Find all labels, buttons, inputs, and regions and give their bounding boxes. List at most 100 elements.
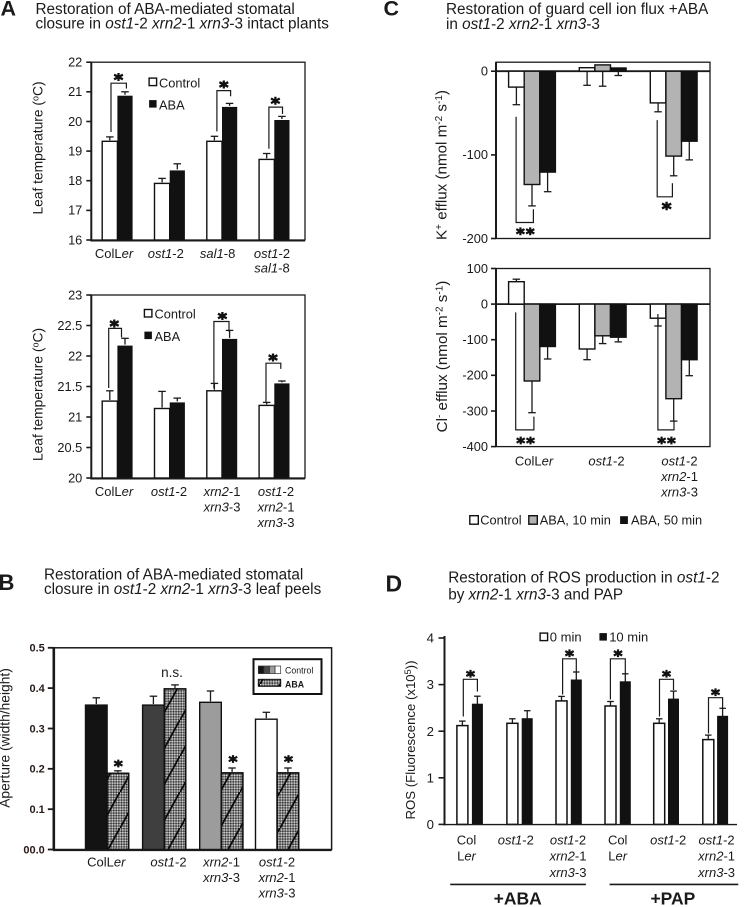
svg-text:D: D xyxy=(386,571,403,597)
svg-text:ost1-2: ost1-2 xyxy=(588,453,624,468)
svg-text:xrn2-1: xrn2-1 xyxy=(258,870,296,885)
svg-text:xrn3-3: xrn3-3 xyxy=(203,499,241,514)
svg-text:K+ efflux (nmol m-2 s-1): K+ efflux (nmol m-2 s-1) xyxy=(434,90,451,240)
svg-text:0 min: 0 min xyxy=(550,630,582,645)
svg-text:ColLer: ColLer xyxy=(95,484,134,499)
svg-text:ost1-2: ost1-2 xyxy=(550,832,586,847)
svg-text:20: 20 xyxy=(68,470,82,485)
svg-text:20: 20 xyxy=(68,114,82,129)
svg-text:0.1: 0.1 xyxy=(30,804,45,816)
svg-text:in ost1-2 xrn2-1 xrn3-3: in ost1-2 xrn2-1 xrn3-3 xyxy=(446,16,600,33)
svg-text:Control: Control xyxy=(155,307,196,322)
svg-text:Restoration of ROS production: Restoration of ROS production in ost1-2 xyxy=(448,570,719,587)
svg-text:C: C xyxy=(384,0,400,20)
svg-text:ost1-2: ost1-2 xyxy=(150,855,186,870)
svg-text:0: 0 xyxy=(427,817,434,832)
svg-text:ost1-2: ost1-2 xyxy=(699,832,735,847)
svg-text:ost1-2: ost1-2 xyxy=(259,855,295,870)
svg-text:ABA: ABA xyxy=(155,329,181,344)
svg-text:18: 18 xyxy=(68,173,82,188)
svg-text:closure in ost1-2 xrn2-1 xrn3-: closure in ost1-2 xrn2-1 xrn3-3 leaf pee… xyxy=(44,581,322,598)
svg-text:B: B xyxy=(0,570,14,595)
svg-text:-100: -100 xyxy=(462,332,488,347)
svg-text:xrn3-3: xrn3-3 xyxy=(697,865,735,880)
svg-text:xrn3-3: xrn3-3 xyxy=(660,485,698,500)
svg-text:Ler: Ler xyxy=(608,849,627,864)
svg-text:Leaf temperature (oC): Leaf temperature (oC) xyxy=(30,81,45,214)
svg-text:0: 0 xyxy=(481,296,488,311)
svg-text:ColLer: ColLer xyxy=(515,453,554,468)
svg-text:16: 16 xyxy=(68,232,82,247)
svg-text:+ABA: +ABA xyxy=(494,889,542,907)
svg-text:ABA: ABA xyxy=(285,680,305,690)
svg-text:ost1-2: ost1-2 xyxy=(254,246,290,261)
svg-text:n.s.: n.s. xyxy=(161,665,183,680)
svg-text:21: 21 xyxy=(68,84,82,99)
svg-text:xrn3-3: xrn3-3 xyxy=(202,870,240,885)
svg-text:ost1-2: ost1-2 xyxy=(151,484,187,499)
svg-text:-400: -400 xyxy=(462,439,488,454)
svg-text:xrn2-1: xrn2-1 xyxy=(257,499,295,514)
svg-text:0.2: 0.2 xyxy=(30,764,45,776)
svg-text:ost1-2: ost1-2 xyxy=(148,246,184,261)
svg-text:ost1-2: ost1-2 xyxy=(258,484,294,499)
svg-text:Control: Control xyxy=(480,513,521,528)
svg-text:2: 2 xyxy=(427,724,434,739)
svg-text:xrn2-1: xrn2-1 xyxy=(549,849,587,864)
svg-text:xrn2-1: xrn2-1 xyxy=(660,469,698,484)
svg-text:ost1-2: ost1-2 xyxy=(498,832,534,847)
svg-text:20.5: 20.5 xyxy=(57,440,82,455)
svg-text:+PAP: +PAP xyxy=(650,889,695,907)
svg-text:ost1-2: ost1-2 xyxy=(661,453,697,468)
svg-text:xrn3-3: xrn3-3 xyxy=(257,515,295,530)
svg-text:4: 4 xyxy=(427,631,434,646)
svg-text:22: 22 xyxy=(68,55,82,70)
svg-text:0.4: 0.4 xyxy=(30,683,46,695)
svg-text:Restoration of ABA-mediated st: Restoration of ABA-mediated stomatal xyxy=(44,566,303,583)
svg-text:0.3: 0.3 xyxy=(30,723,45,735)
svg-text:Aperture (width/height): Aperture (width/height) xyxy=(0,668,13,808)
svg-text:ColLer: ColLer xyxy=(87,855,126,870)
svg-text:Col: Col xyxy=(457,832,477,847)
svg-text:10 min: 10 min xyxy=(609,630,648,645)
svg-text:xrn3-3: xrn3-3 xyxy=(549,865,587,880)
svg-text:-300: -300 xyxy=(462,403,488,418)
svg-text:Leaf temperature (oC): Leaf temperature (oC) xyxy=(30,328,45,461)
svg-text:Ler: Ler xyxy=(457,849,476,864)
svg-text:Control: Control xyxy=(285,666,313,676)
svg-text:100: 100 xyxy=(467,261,488,276)
svg-text:ABA, 50 min: ABA, 50 min xyxy=(631,513,702,528)
svg-text:ColLer: ColLer xyxy=(95,246,134,261)
svg-text:xrn3-3: xrn3-3 xyxy=(258,886,296,901)
svg-text:21: 21 xyxy=(68,409,82,424)
svg-text:-200: -200 xyxy=(462,231,488,246)
svg-text:22: 22 xyxy=(68,348,82,363)
svg-text:-100: -100 xyxy=(462,147,488,162)
svg-text:by xrn2-1 xrn3-3 and PAP: by xrn2-1 xrn3-3 and PAP xyxy=(448,587,623,604)
svg-text:22.5: 22.5 xyxy=(57,318,82,333)
svg-text:A: A xyxy=(1,0,17,20)
svg-text:3: 3 xyxy=(427,677,434,692)
svg-text:Restoration of ABA-mediated st: Restoration of ABA-mediated stomatal xyxy=(36,1,295,18)
svg-text:1: 1 xyxy=(427,770,434,785)
svg-text:17: 17 xyxy=(68,203,82,218)
svg-text:00.0: 00.0 xyxy=(23,844,44,856)
svg-text:Control: Control xyxy=(159,75,200,90)
svg-text:Restoration of guard cell ion: Restoration of guard cell ion flux +ABA xyxy=(446,1,709,18)
svg-text:ost1-2: ost1-2 xyxy=(650,832,686,847)
svg-text:xrn2-1: xrn2-1 xyxy=(697,849,735,864)
svg-text:closure in ost1-2 xrn2-1 xrn3-: closure in ost1-2 xrn2-1 xrn3-3 intact p… xyxy=(36,15,330,32)
svg-text:sal1-8: sal1-8 xyxy=(200,246,235,261)
svg-text:xrn2-1: xrn2-1 xyxy=(203,484,241,499)
svg-text:xrn2-1: xrn2-1 xyxy=(202,855,240,870)
svg-text:23: 23 xyxy=(68,287,82,302)
svg-text:ROS (Fluorescence (x105)): ROS (Fluorescence (x105)) xyxy=(403,661,418,820)
svg-text:19: 19 xyxy=(68,143,82,158)
svg-text:ABA: ABA xyxy=(159,97,185,112)
svg-text:0: 0 xyxy=(481,64,488,79)
svg-text:Cl- efflux (nmol m-2 s-1): Cl- efflux (nmol m-2 s-1) xyxy=(434,281,451,433)
svg-text:ABA, 10 min: ABA, 10 min xyxy=(540,513,611,528)
svg-text:21.5: 21.5 xyxy=(57,379,82,394)
svg-text:Col: Col xyxy=(608,832,628,847)
svg-text:-200: -200 xyxy=(462,368,488,383)
